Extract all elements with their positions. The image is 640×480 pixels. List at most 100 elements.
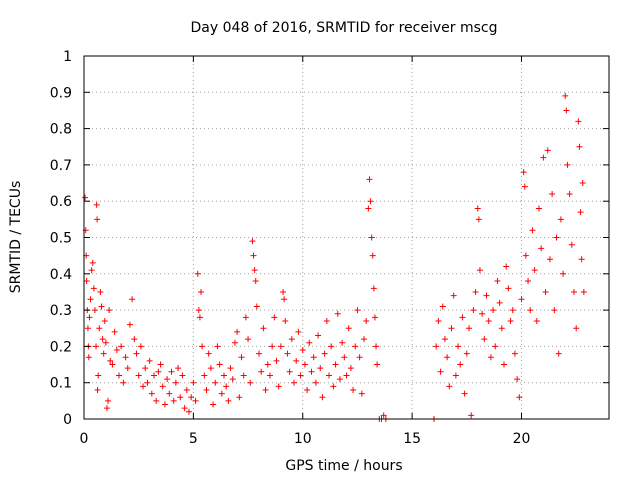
data-point <box>481 336 488 343</box>
data-point <box>507 317 514 324</box>
data-point <box>103 405 110 412</box>
data-point <box>522 252 529 259</box>
data-point <box>223 383 230 390</box>
data-point <box>525 278 532 285</box>
data-point <box>560 270 567 277</box>
axis-ticks <box>83 55 609 420</box>
data-point <box>161 401 168 408</box>
data-point <box>190 379 197 386</box>
data-point <box>250 252 257 259</box>
data-point <box>463 350 470 357</box>
data-point <box>201 372 208 379</box>
data-point <box>358 390 365 397</box>
data-point <box>101 317 108 324</box>
data-point <box>84 325 91 332</box>
data-point <box>472 288 479 295</box>
data-point <box>579 180 586 187</box>
data-point <box>435 317 442 324</box>
data-point <box>557 216 564 223</box>
data-point <box>439 303 446 310</box>
data-point <box>562 92 569 99</box>
data-point <box>284 350 291 357</box>
data-point <box>444 354 451 361</box>
data-point <box>207 365 214 372</box>
data-point <box>172 379 179 386</box>
data-point <box>551 307 558 314</box>
data-point <box>153 397 160 404</box>
y-tick-label: 0.6 <box>50 194 72 210</box>
data-point <box>310 354 317 361</box>
data-point <box>148 390 155 397</box>
data-point <box>520 169 527 176</box>
data-point <box>516 394 523 401</box>
chart-title: Day 048 of 2016, SRMTID for receiver msc… <box>191 20 498 36</box>
data-points <box>82 92 587 422</box>
data-point <box>122 354 129 361</box>
data-point <box>144 379 151 386</box>
data-point <box>93 201 100 208</box>
data-point <box>369 252 376 259</box>
data-point <box>170 397 177 404</box>
data-point <box>203 386 210 393</box>
data-point <box>262 386 269 393</box>
data-point <box>461 390 468 397</box>
data-point <box>196 314 203 321</box>
data-point <box>336 376 343 383</box>
data-point <box>247 379 254 386</box>
data-point <box>498 325 505 332</box>
data-point <box>492 343 499 350</box>
data-point <box>277 343 284 350</box>
data-point <box>363 317 370 324</box>
data-point <box>339 339 346 346</box>
data-point <box>253 303 260 310</box>
data-point <box>468 412 475 419</box>
data-point <box>164 376 171 383</box>
data-point <box>89 259 96 266</box>
data-point <box>533 317 540 324</box>
x-tick-label: 20 <box>513 431 531 447</box>
data-point <box>341 354 348 361</box>
data-point <box>546 256 553 263</box>
data-point <box>175 365 182 372</box>
data-point <box>131 336 138 343</box>
data-point <box>88 267 95 274</box>
data-point <box>505 285 512 292</box>
data-point <box>106 307 113 314</box>
data-point <box>366 176 373 183</box>
data-point <box>99 336 106 343</box>
data-point <box>252 278 259 285</box>
data-point <box>90 285 97 292</box>
data-point <box>256 350 262 357</box>
data-point <box>236 394 243 401</box>
data-point <box>521 183 528 190</box>
data-point <box>140 383 147 390</box>
data-point <box>356 354 363 361</box>
data-point <box>576 143 583 150</box>
y-tick-label: 0.8 <box>50 122 72 138</box>
data-point <box>205 350 212 357</box>
data-point <box>575 118 582 125</box>
data-point <box>501 361 507 368</box>
data-point <box>102 339 109 346</box>
data-point <box>306 339 313 346</box>
data-point <box>282 317 289 324</box>
data-point <box>299 347 306 354</box>
data-point <box>221 372 227 379</box>
y-tick-label: 0.3 <box>50 303 72 319</box>
data-point <box>151 372 157 379</box>
data-point <box>494 278 501 285</box>
data-point <box>266 372 273 379</box>
data-point <box>470 307 477 314</box>
data-point <box>580 288 587 295</box>
data-point <box>540 154 547 161</box>
data-point <box>155 368 162 375</box>
data-point <box>286 368 293 375</box>
data-point <box>573 325 580 332</box>
data-point <box>373 343 380 350</box>
data-point <box>466 325 472 332</box>
data-point <box>544 147 551 154</box>
data-point <box>198 288 205 295</box>
data-point <box>242 314 249 321</box>
data-point <box>199 343 206 350</box>
